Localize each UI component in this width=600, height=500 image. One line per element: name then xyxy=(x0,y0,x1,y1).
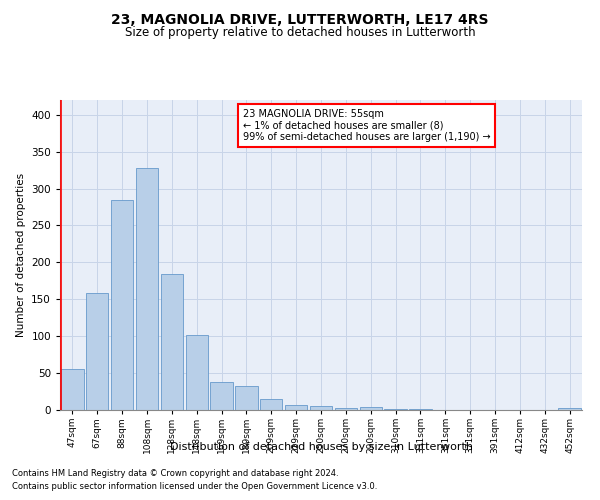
Bar xyxy=(335,408,357,410)
Bar xyxy=(235,386,257,410)
Bar xyxy=(359,407,382,410)
Text: 23 MAGNOLIA DRIVE: 55sqm
← 1% of detached houses are smaller (8)
99% of semi-det: 23 MAGNOLIA DRIVE: 55sqm ← 1% of detache… xyxy=(242,110,490,142)
Text: Contains public sector information licensed under the Open Government Licence v3: Contains public sector information licen… xyxy=(12,482,377,491)
Y-axis label: Number of detached properties: Number of detached properties xyxy=(16,173,26,337)
Bar xyxy=(61,370,83,410)
Bar xyxy=(111,200,133,410)
Bar xyxy=(86,294,109,410)
Bar xyxy=(260,399,283,410)
Bar xyxy=(559,408,581,410)
Text: Distribution of detached houses by size in Lutterworth: Distribution of detached houses by size … xyxy=(170,442,473,452)
Bar xyxy=(185,334,208,410)
Text: 23, MAGNOLIA DRIVE, LUTTERWORTH, LE17 4RS: 23, MAGNOLIA DRIVE, LUTTERWORTH, LE17 4R… xyxy=(111,12,489,26)
Bar xyxy=(136,168,158,410)
Bar xyxy=(285,405,307,410)
Text: Size of property relative to detached houses in Lutterworth: Size of property relative to detached ho… xyxy=(125,26,475,39)
Bar xyxy=(161,274,183,410)
Text: Contains HM Land Registry data © Crown copyright and database right 2024.: Contains HM Land Registry data © Crown c… xyxy=(12,468,338,477)
Bar xyxy=(211,382,233,410)
Bar xyxy=(310,406,332,410)
